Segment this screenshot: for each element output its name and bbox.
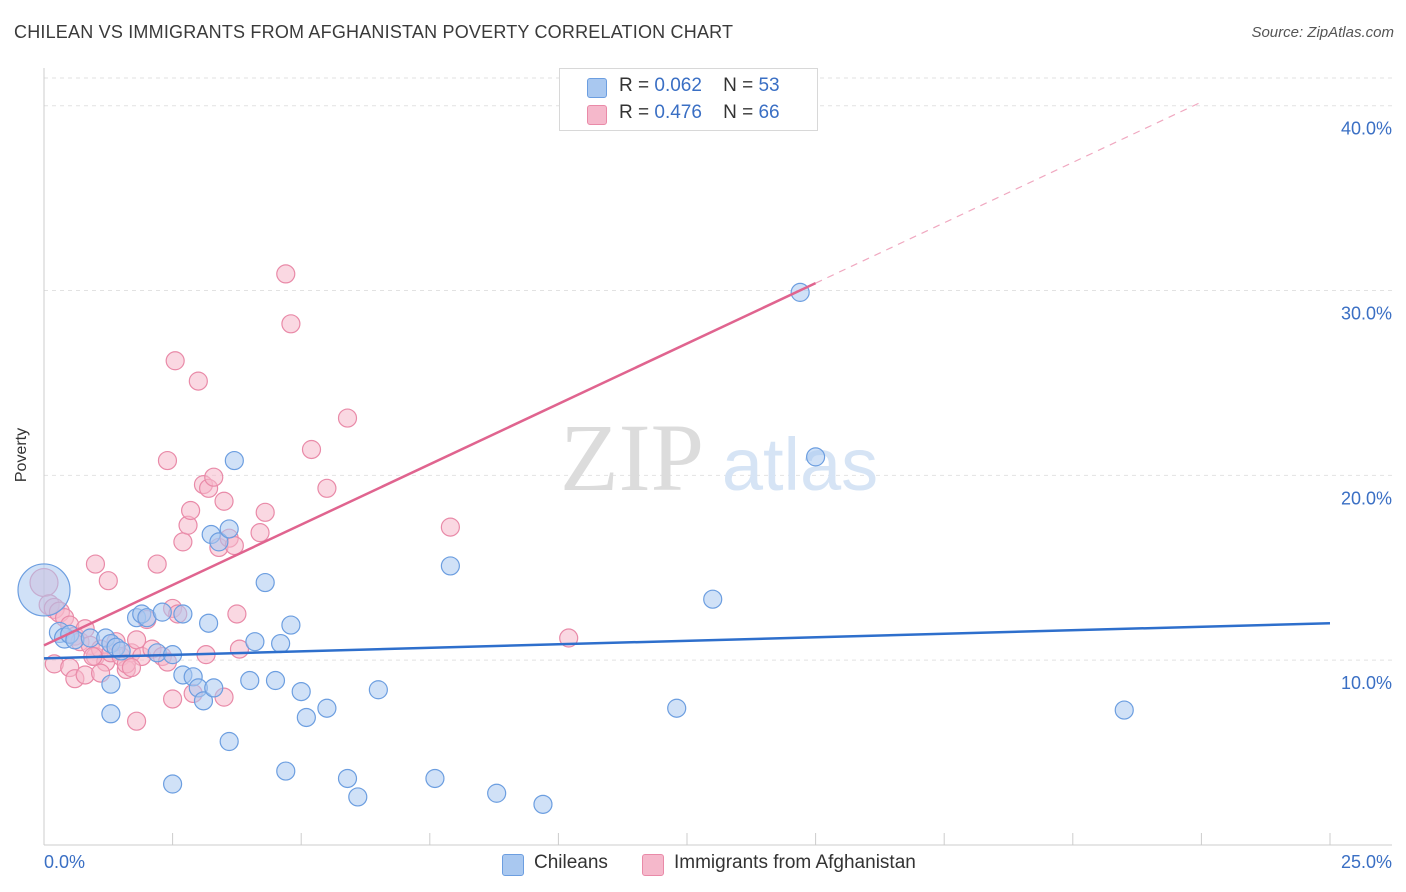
chilean-point: [291, 681, 311, 702]
chilean-point: [219, 519, 239, 539]
afghanistan-point: [121, 657, 142, 678]
afghanistan-point: [173, 532, 193, 552]
afghanistan-point: [440, 517, 460, 537]
chilean-point: [271, 633, 291, 654]
chilean-point: [101, 704, 121, 724]
afghanistan-point: [276, 264, 296, 284]
chilean-point: [255, 572, 275, 593]
afghanistan-point: [227, 604, 247, 624]
chilean-point: [152, 602, 172, 622]
chilean-point: [296, 707, 316, 728]
legend-n-value: 66: [758, 102, 780, 123]
y-tick-label: 40.0%: [1341, 119, 1392, 139]
afghanistan-point: [255, 502, 275, 522]
afghanistan-point: [337, 408, 358, 428]
legend-swatch-blue: [502, 854, 524, 876]
y-tick-label: 30.0%: [1341, 304, 1392, 324]
afghanistan-point: [85, 554, 106, 574]
chilean-point: [245, 632, 265, 652]
legend-n-label: N =: [723, 75, 754, 96]
legend-r-label: R =: [619, 102, 650, 123]
afghanistan-point: [281, 314, 301, 334]
chilean-point: [425, 768, 445, 789]
afghanistan-point: [559, 628, 579, 648]
chilean-point: [317, 698, 337, 718]
legend-text: R = 0.476 N = 66: [619, 102, 780, 124]
legend-swatch-pink: [587, 105, 607, 125]
afghanistan-point: [157, 450, 178, 471]
y-tick-labels: 10.0% 20.0% 30.0% 40.0%: [1341, 119, 1392, 693]
legend-label: Chileans: [534, 852, 608, 873]
chilean-point: [163, 774, 183, 794]
legend-label: Immigrants from Afghanistan: [674, 852, 916, 873]
trend-lines: [43, 101, 1331, 660]
watermark: ZIP atlas: [560, 404, 878, 511]
legend-n-value: 53: [758, 75, 780, 96]
legend-swatch-pink: [642, 854, 664, 876]
series-legend: Chileans Immigrants from Afghanistan: [0, 852, 1406, 878]
chilean-point: [805, 447, 826, 467]
chilean-point: [276, 761, 296, 781]
chilean-point: [1114, 700, 1134, 720]
afghanistan-point: [301, 439, 322, 460]
chilean-point: [703, 589, 723, 609]
afghanistan-point: [98, 571, 118, 591]
chilean-point: [368, 680, 388, 700]
chilean-point: [440, 556, 460, 576]
trend-line-afghanistan: [43, 282, 817, 647]
chilean-point: [101, 674, 121, 694]
chilean-point: [281, 615, 301, 635]
chilean-point: [337, 768, 358, 789]
afghanistan-point: [188, 371, 208, 391]
chilean-point: [348, 787, 368, 807]
chilean-point: [219, 731, 239, 752]
x-tick-label-max: 25.0%: [1340, 852, 1392, 872]
x-tick-label-min: 0.0%: [44, 852, 86, 872]
chilean-point: [265, 670, 286, 691]
source-credit: Source: ZipAtlas.com: [1251, 24, 1394, 41]
legend-r-value: 0.476: [654, 102, 702, 123]
legend-swatch-blue: [587, 78, 607, 98]
grid-lines: [44, 77, 1392, 661]
chilean-point: [209, 532, 229, 552]
chilean-point: [193, 691, 214, 711]
watermark-atlas: atlas: [722, 423, 878, 506]
chilean-point: [667, 698, 687, 718]
chilean-point: [224, 450, 244, 471]
afghanistan-point: [165, 351, 185, 371]
y-tick-label: 10.0%: [1341, 673, 1392, 693]
trend-line-chileans: [43, 621, 1331, 660]
watermark-zip: ZIP: [560, 404, 704, 511]
legend-r-value: 0.062: [654, 75, 702, 96]
afghanistan-point: [181, 500, 201, 521]
legend-text: R = 0.062 N = 53: [619, 75, 780, 97]
chilean-point: [199, 613, 219, 633]
chilean-point: [173, 604, 193, 624]
series-chileans-points: [17, 282, 1134, 814]
legend-r-label: R =: [619, 75, 650, 96]
chilean-point: [533, 794, 553, 814]
afghanistan-point: [147, 554, 167, 574]
axes: [43, 68, 1392, 846]
afghanistan-point: [250, 523, 270, 543]
afghanistan-point: [163, 689, 183, 709]
correlation-legend: R = 0.062 N = 53 R = 0.476 N = 66: [559, 68, 818, 131]
afghanistan-point: [214, 491, 234, 511]
chilean-point: [17, 563, 71, 617]
trend-line-afghanistan-extension: [815, 101, 1202, 284]
chilean-point: [240, 670, 260, 691]
chart-title: CHILEAN VS IMMIGRANTS FROM AFGHANISTAN P…: [14, 22, 734, 42]
afghanistan-point: [317, 478, 337, 498]
chilean-point: [487, 783, 507, 803]
y-tick-label: 20.0%: [1341, 488, 1392, 508]
afghanistan-point: [204, 467, 224, 487]
legend-n-label: N =: [723, 102, 754, 123]
chilean-point: [204, 678, 224, 698]
afghanistan-point: [126, 711, 147, 731]
